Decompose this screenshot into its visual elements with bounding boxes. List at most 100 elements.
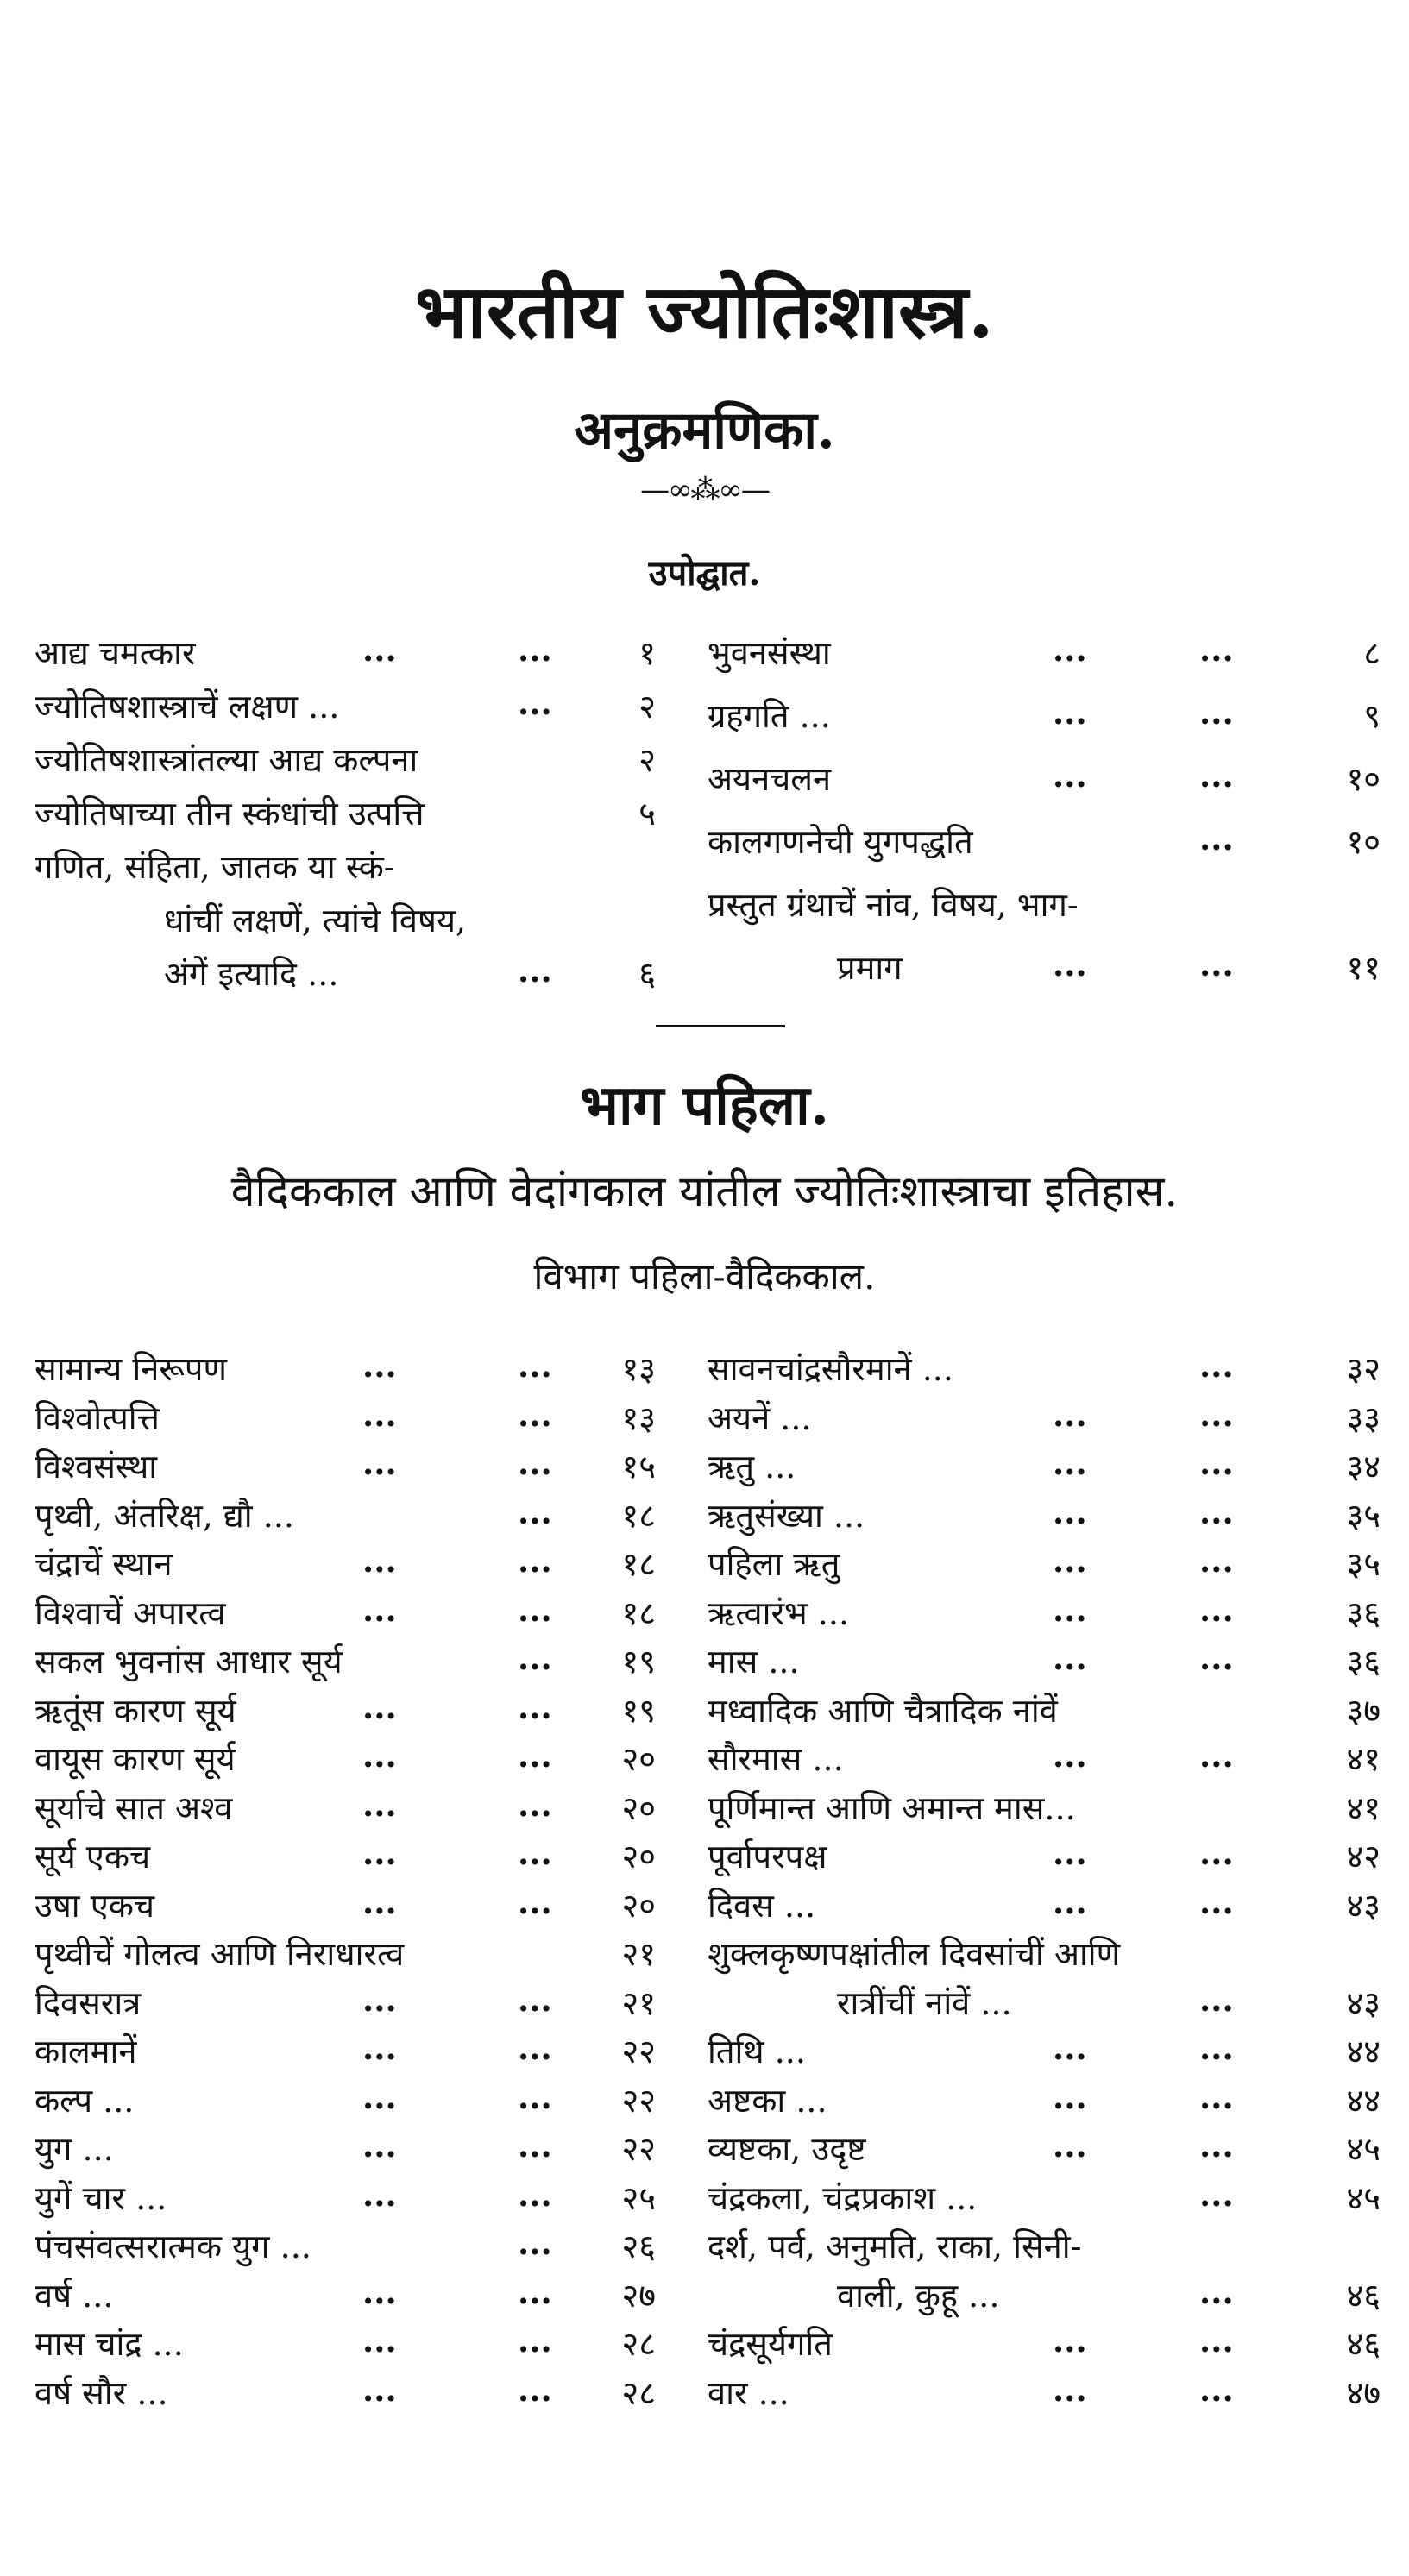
part-title: भाग पहिला. (579, 1073, 830, 1138)
leader-dots: ... (1199, 1443, 1234, 1482)
leader-dots: ... (518, 1443, 552, 1482)
toc-entry: युगें चार ......... २५ (35, 2174, 656, 2224)
toc-entry: व्यष्टका, उदृष्ट...... ४५ (708, 2126, 1389, 2175)
leader-dots: ... (1053, 630, 1087, 669)
leader-dots: ... (362, 2174, 397, 2214)
leader-dots: ... (518, 2028, 552, 2067)
toc-entry: कालमानें...... २२ (35, 2028, 656, 2077)
toc-entry: सूर्याचे सात अश्व...... २० (35, 1784, 656, 1834)
page-number: २२ (621, 2081, 656, 2120)
page-number: ४१ (1346, 1740, 1381, 1778)
toc-entry: दिवसरात्र...... २१ (35, 1979, 656, 2029)
page-number: १३ (621, 1350, 656, 1388)
leader-dots: ... (1199, 1979, 1234, 2019)
toc-entry: चंद्रसूर्यगति...... ४६ (708, 2321, 1389, 2370)
page-number: २० (621, 1838, 656, 1875)
leader-dots: ... (362, 1784, 397, 1824)
leader-dots: ... (518, 2223, 552, 2262)
page-number: २ (638, 741, 656, 779)
toc-entry: कालगणनेची युगपद्धति... १० (708, 819, 1389, 882)
toc-entry: सौरमास ......... ४१ (708, 1736, 1389, 1785)
entry-title: आद्य चमत्कार (35, 634, 196, 672)
leader-dots: ... (518, 1979, 552, 2019)
entry-title: पृथ्वीचें गोलत्व आणि निराधारत्व (35, 1935, 405, 1973)
entry-title: गणित, संहिता, जातक या स्कं- (35, 848, 395, 886)
intro-right-column: भुवनसंस्था...... ८ ग्रहगति ......... ९ अयनचल… (708, 630, 1389, 1008)
page-number: ३३ (1346, 1398, 1381, 1437)
leader-dots: ... (362, 1882, 397, 1921)
toc-entry: सूर्य एकच...... २० (35, 1833, 656, 1882)
page-number: ३५ (1346, 1496, 1381, 1535)
page-number: ४३ (1346, 1886, 1381, 1925)
toc-entry: प्रस्तुत ग्रंथाचें नांव, विषय, भाग- (708, 882, 1389, 945)
page-number: ४६ (1346, 2276, 1381, 2315)
entry-title: पृथ्वी, अंतरिक्ष, द्यौ ... (35, 1496, 294, 1535)
entry-title: पहिला ऋतु (708, 1545, 840, 1583)
entry-title: तिथि ... (708, 2033, 806, 2070)
toc-entry: वार ......... ४७ (708, 2370, 1389, 2419)
toc-entry: सकल भुवनांस आधार सूर्य... १९ (35, 1638, 656, 1687)
ornament-divider: —∞⁂∞— (640, 473, 771, 507)
leader-dots: ... (1053, 2369, 1087, 2409)
leader-dots: ... (1053, 945, 1087, 983)
page-number: २२ (621, 2130, 656, 2168)
toc-entry: प्रमाग...... ११ (708, 945, 1389, 1008)
page-number: ११ (1346, 949, 1381, 987)
leader-dots: ... (1053, 1736, 1087, 1775)
toc-entry: युग ......... २२ (35, 2126, 656, 2175)
leader-dots: ... (1053, 2028, 1087, 2067)
toc-entry: ऋतूंस कारण सूर्य...... १९ (35, 1687, 656, 1737)
page-number: ३७ (1346, 1691, 1381, 1730)
leader-dots: ... (1053, 693, 1087, 732)
page-number: ३२ (1346, 1350, 1381, 1388)
page-number: २८ (621, 2373, 656, 2412)
toc-entry: विश्वसंस्था...... १५ (35, 1443, 656, 1492)
leader-dots: ... (1053, 1882, 1087, 1921)
toc-entry: वर्ष सौर ......... २८ (35, 2369, 656, 2419)
leader-dots: ... (1199, 819, 1234, 858)
leader-dots: ... (518, 1589, 552, 1629)
page-number: २२ (621, 2033, 656, 2070)
leader-dots: ... (1199, 1638, 1234, 1677)
page-number: ४५ (1346, 2130, 1381, 2168)
leader-dots: ... (362, 1394, 397, 1434)
toc-entry: चंद्राचें स्थान...... १८ (35, 1541, 656, 1590)
toc-entry: ऋतु ......... ३४ (708, 1443, 1389, 1492)
leader-dots: ... (518, 2369, 552, 2409)
leader-dots: ... (362, 2077, 397, 2116)
leader-dots: ... (1199, 2174, 1234, 2214)
leader-dots: ... (1053, 756, 1087, 795)
page-number: ४१ (1346, 1788, 1381, 1827)
leader-dots: ... (1199, 2271, 1234, 2311)
entry-title: सकल भुवनांस आधार सूर्य (35, 1643, 343, 1681)
leader-dots: ... (1199, 630, 1234, 669)
leader-dots: ... (1199, 2028, 1234, 2067)
page-number: २८ (621, 2325, 656, 2363)
leader-dots: ... (362, 2321, 397, 2359)
leader-dots: ... (1053, 1443, 1087, 1482)
page-number: २५ (621, 2178, 656, 2217)
toc-entry: मास ......... ३६ (708, 1638, 1389, 1687)
entry-title: चंद्रकला, चंद्रप्रकाश ... (708, 2178, 978, 2217)
leader-dots: ... (1199, 1833, 1234, 1872)
leader-dots: ... (362, 1589, 397, 1629)
leader-dots: ... (1199, 2126, 1234, 2164)
entry-title: प्रमाग (837, 949, 903, 987)
leader-dots: ... (362, 1687, 397, 1726)
leader-dots: ... (518, 2126, 552, 2164)
entry-title: विश्वसंस्था (35, 1448, 158, 1486)
entry-title: दर्श, पर्व, अनुमति, राका, सिनी- (708, 2227, 1082, 2265)
toc-entry: रात्रींचीं नांवें ...... ४३ (708, 1980, 1389, 2029)
toc-entry: धांचीं लक्षणें, त्यांचे विषय, (35, 897, 638, 951)
intro-heading: उपोद्घात. (648, 553, 761, 594)
leader-dots: ... (1199, 693, 1234, 732)
entry-title: पूर्वापरपक्ष (708, 1838, 827, 1875)
contents-heading: अनुक्रमणिका. (574, 400, 835, 461)
page-number: १९ (621, 1643, 656, 1681)
toc-entry: ज्योतिषशास्त्राचें लक्षण ...... २ (35, 683, 656, 737)
entry-title: अयनें ... (708, 1398, 812, 1437)
page-number: २१ (621, 1935, 656, 1973)
leader-dots: ... (362, 1736, 397, 1775)
leader-dots: ... (518, 1394, 552, 1434)
entry-title: वाली, कुहू ... (837, 2276, 1000, 2315)
